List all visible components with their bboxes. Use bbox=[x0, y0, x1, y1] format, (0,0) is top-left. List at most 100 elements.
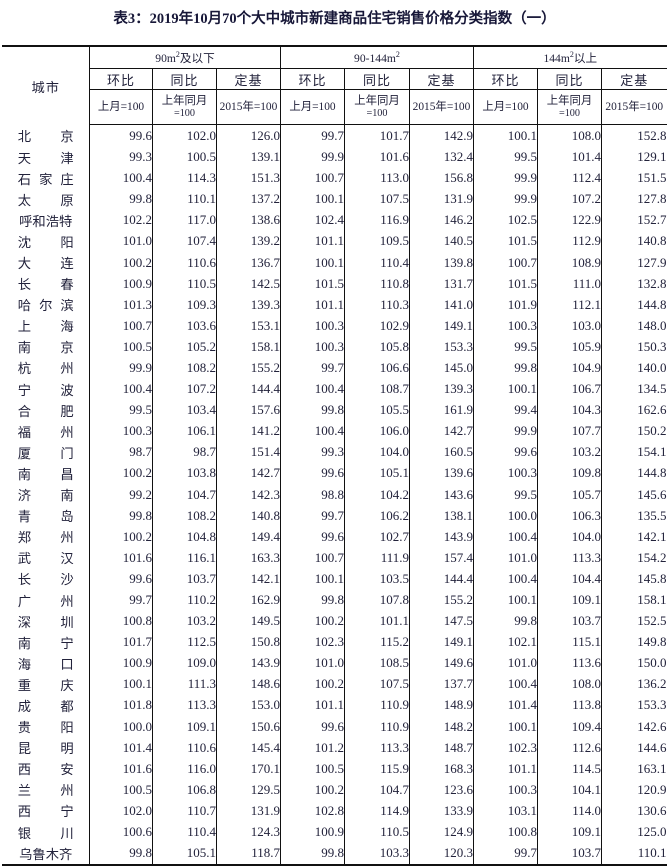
table-row: 厦门 98.7 98.7 151.4 99.3 104.0 160.5 99.6 103.2 15… bbox=[2, 441, 667, 463]
city-cell: 南昌 bbox=[2, 462, 90, 484]
value-cell: 155.2 bbox=[215, 357, 281, 379]
value-cell: 107.5 bbox=[343, 673, 410, 695]
city-name: 乌鲁木齐 bbox=[19, 846, 73, 862]
city-name: 厦门 bbox=[17, 445, 74, 461]
value-cell: 132.4 bbox=[408, 146, 474, 168]
value-cell: 136.7 bbox=[215, 251, 281, 274]
city-name: 长春 bbox=[17, 277, 74, 293]
value-cell: 163.1 bbox=[600, 758, 667, 780]
value-cell: 116.9 bbox=[343, 209, 410, 231]
value-cell: 110.5 bbox=[343, 821, 410, 843]
value-cell: 108.0 bbox=[536, 124, 602, 147]
group-header-under90-sup: 2 bbox=[175, 50, 180, 60]
value-cell: 100.7 bbox=[279, 547, 345, 569]
value-cell: 132.8 bbox=[600, 273, 667, 295]
city-name: 南京 bbox=[17, 340, 74, 356]
baseline-g2-fixed: 2015年=100 bbox=[408, 89, 474, 126]
subheader-g2-fixed: 定基 bbox=[408, 68, 474, 91]
city-name: 宁波 bbox=[17, 382, 74, 398]
value-cell: 100.1 bbox=[472, 124, 538, 147]
value-cell: 102.7 bbox=[343, 526, 410, 548]
value-cell: 99.8 bbox=[88, 188, 153, 210]
page-root: 表3：2019年10月70个大中城市新建商品住宅销售价格分类指数（一） 城市 9… bbox=[2, 11, 667, 868]
value-cell: 104.9 bbox=[536, 357, 602, 379]
table-row: 天津 99.3 100.5 139.1 99.9 101.6 132.4 99.5 101.4 1… bbox=[2, 146, 667, 168]
city-name: 西安 bbox=[17, 762, 74, 778]
table-row: 青岛 99.8 108.2 140.8 99.7 106.2 138.1 100.0 106.3… bbox=[2, 505, 667, 527]
table-row: 济南 99.2 104.7 142.3 98.8 104.2 143.6 99.5 105.7 1… bbox=[2, 483, 667, 506]
value-cell: 108.2 bbox=[151, 505, 217, 527]
value-cell: 102.8 bbox=[279, 800, 345, 822]
value-cell: 106.0 bbox=[343, 420, 410, 442]
value-cell: 100.2 bbox=[279, 673, 345, 695]
value-cell: 124.3 bbox=[215, 821, 281, 843]
value-cell: 109.1 bbox=[536, 821, 602, 843]
city-name: 长沙 bbox=[17, 572, 74, 588]
city-cell: 呼和浩特 bbox=[2, 209, 90, 231]
value-cell: 102.3 bbox=[279, 631, 345, 653]
value-cell: 99.8 bbox=[279, 589, 345, 611]
value-cell: 109.1 bbox=[536, 589, 602, 611]
group-header-over144-main: 144m bbox=[543, 51, 570, 65]
value-cell: 114.3 bbox=[151, 167, 217, 189]
value-cell: 108.2 bbox=[151, 357, 217, 379]
value-cell: 102.4 bbox=[279, 209, 345, 231]
value-cell: 109.3 bbox=[151, 294, 217, 316]
baseline-g2-yoy: 上年同月 =100 bbox=[343, 89, 410, 126]
value-cell: 105.9 bbox=[536, 336, 602, 358]
group-header-90to144: 90-144m2 bbox=[279, 45, 474, 70]
city-cell: 乌鲁木齐 bbox=[2, 842, 90, 865]
baseline-g3-yoy-l1: 上年同月 bbox=[546, 94, 593, 107]
value-cell: 100.8 bbox=[88, 610, 153, 632]
value-cell: 100.3 bbox=[472, 315, 538, 337]
city-cell: 海口 bbox=[2, 652, 90, 674]
city-name: 呼和浩特 bbox=[19, 213, 73, 229]
value-cell: 99.7 bbox=[279, 124, 345, 147]
value-cell: 100.9 bbox=[88, 273, 153, 295]
value-cell: 153.0 bbox=[215, 694, 281, 717]
value-cell: 107.5 bbox=[343, 188, 410, 210]
table-row: 上海 100.7 103.6 153.1 100.3 102.9 149.1 100.3 103… bbox=[2, 315, 667, 337]
value-cell: 103.7 bbox=[151, 568, 217, 590]
value-cell: 148.0 bbox=[600, 315, 667, 337]
value-cell: 139.6 bbox=[408, 462, 474, 484]
value-cell: 160.5 bbox=[408, 441, 474, 463]
value-cell: 100.0 bbox=[88, 716, 153, 738]
value-cell: 127.9 bbox=[600, 251, 667, 274]
table-row: 沈阳 101.0 107.4 139.2 101.1 109.5 140.5 101.5 112… bbox=[2, 230, 667, 252]
city-name: 西宁 bbox=[17, 804, 74, 820]
city-cell: 长沙 bbox=[2, 568, 90, 590]
table-row: 福州 100.3 106.1 141.2 100.4 106.0 142.7 99.9 107.… bbox=[2, 420, 667, 442]
value-cell: 138.1 bbox=[408, 505, 474, 527]
value-cell: 145.8 bbox=[600, 568, 667, 590]
city-cell: 兰州 bbox=[2, 779, 90, 801]
value-cell: 142.1 bbox=[215, 568, 281, 590]
value-cell: 99.3 bbox=[88, 146, 153, 168]
value-cell: 107.8 bbox=[343, 589, 410, 611]
value-cell: 100.4 bbox=[472, 568, 538, 590]
table-row: 银川 100.6 110.4 124.3 100.9 110.5 124.9 100.8 109… bbox=[2, 821, 667, 843]
city-name: 成都 bbox=[17, 698, 74, 714]
city-name: 郑州 bbox=[17, 530, 74, 546]
page-title: 表3：2019年10月70个大中城市新建商品住宅销售价格分类指数（一） bbox=[113, 11, 556, 27]
value-cell: 99.5 bbox=[88, 399, 153, 421]
city-name: 南宁 bbox=[17, 635, 74, 651]
value-cell: 135.5 bbox=[600, 505, 667, 527]
table-row: 深圳 100.8 103.2 149.5 100.2 101.1 147.5 99.8 103.… bbox=[2, 610, 667, 632]
value-cell: 104.8 bbox=[151, 526, 217, 548]
table-row: 重庆 100.1 111.3 148.6 100.2 107.5 137.7 100.4 108… bbox=[2, 673, 667, 695]
value-cell: 101.1 bbox=[279, 230, 345, 252]
city-cell: 西宁 bbox=[2, 800, 90, 822]
city-name: 贵阳 bbox=[17, 720, 74, 736]
value-cell: 153.3 bbox=[408, 336, 474, 358]
value-cell: 136.2 bbox=[600, 673, 667, 695]
city-cell: 太原 bbox=[2, 188, 90, 210]
value-cell: 102.0 bbox=[88, 800, 153, 822]
value-cell: 101.4 bbox=[88, 737, 153, 759]
price-index-table: 城市 90m2及以下 90-144m2 144m2以上 环比 同比 定基 环比 … bbox=[2, 45, 667, 868]
city-cell: 西安 bbox=[2, 758, 90, 780]
value-cell: 107.2 bbox=[151, 378, 217, 400]
value-cell: 106.8 bbox=[151, 779, 217, 801]
value-cell: 151.5 bbox=[600, 167, 667, 189]
value-cell: 157.4 bbox=[408, 547, 474, 569]
